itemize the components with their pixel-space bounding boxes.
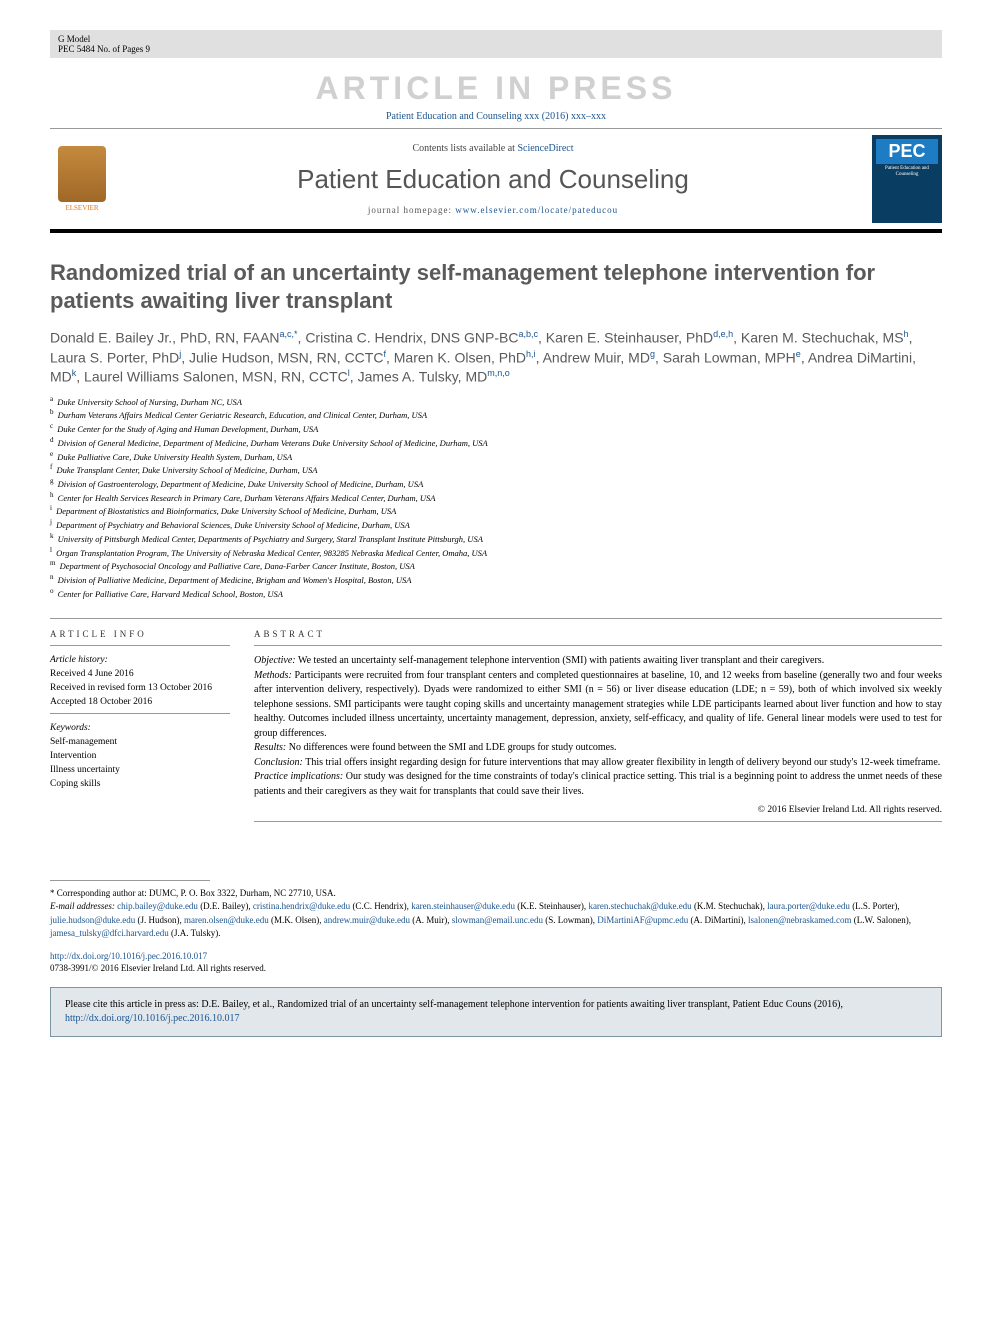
divider bbox=[50, 713, 230, 714]
email-link[interactable]: karen.steinhauser@duke.edu bbox=[411, 901, 515, 911]
publisher-name: ELSEVIER bbox=[65, 204, 98, 212]
keyword-item: Coping skills bbox=[50, 778, 230, 792]
affiliation-item: i Department of Biostatistics and Bioinf… bbox=[50, 504, 942, 518]
email-link[interactable]: jamesa_tulsky@dfci.harvard.edu bbox=[50, 928, 169, 938]
journal-cover-subtitle: Patient Education and Counseling bbox=[876, 166, 938, 177]
abstract-section: Methods: Participants were recruited fro… bbox=[254, 669, 942, 742]
affiliation-item: d Division of General Medicine, Departme… bbox=[50, 436, 942, 450]
corresponding-author-block: * Corresponding author at: DUMC, P. O. B… bbox=[50, 887, 942, 939]
abstract-section: Objective: We tested an uncertainty self… bbox=[254, 654, 942, 669]
keyword-item: Illness uncertainty bbox=[50, 764, 230, 778]
divider bbox=[50, 645, 230, 646]
cite-box-doi-link[interactable]: http://dx.doi.org/10.1016/j.pec.2016.10.… bbox=[65, 1013, 240, 1024]
issn-copyright-line: 0738-3991/© 2016 Elsevier Ireland Ltd. A… bbox=[50, 962, 942, 975]
keywords-list: Self-managementInterventionIllness uncer… bbox=[50, 736, 230, 791]
citation-banner: Patient Education and Counseling xxx (20… bbox=[50, 111, 942, 122]
doi-link[interactable]: http://dx.doi.org/10.1016/j.pec.2016.10.… bbox=[50, 951, 207, 961]
journal-header-box: ELSEVIER Contents lists available at Sci… bbox=[50, 128, 942, 233]
elsevier-tree-icon bbox=[58, 146, 106, 202]
journal-homepage-link[interactable]: www.elsevier.com/locate/pateducou bbox=[455, 205, 618, 215]
contents-lists-line: Contents lists available at ScienceDirec… bbox=[126, 143, 860, 154]
affiliation-item: l Organ Transplantation Program, The Uni… bbox=[50, 546, 942, 560]
elsevier-logo: ELSEVIER bbox=[50, 139, 114, 219]
affiliation-item: e Duke Palliative Care, Duke University … bbox=[50, 450, 942, 464]
affiliation-item: m Department of Psychosocial Oncology an… bbox=[50, 559, 942, 573]
doi-block: http://dx.doi.org/10.1016/j.pec.2016.10.… bbox=[50, 950, 942, 975]
model-ref: PEC 5484 No. of Pages 9 bbox=[58, 44, 934, 54]
email-link[interactable]: cristina.hendrix@duke.edu bbox=[253, 901, 350, 911]
affiliation-list: a Duke University School of Nursing, Dur… bbox=[50, 395, 942, 601]
cite-box-text: Please cite this article in press as: D.… bbox=[65, 999, 843, 1010]
email-link[interactable]: julie.hudson@duke.edu bbox=[50, 915, 135, 925]
affiliation-item: k University of Pittsburgh Medical Cente… bbox=[50, 532, 942, 546]
divider bbox=[254, 645, 942, 646]
affiliation-item: h Center for Health Services Research in… bbox=[50, 491, 942, 505]
journal-cover-abbrev: PEC bbox=[876, 139, 938, 164]
divider bbox=[254, 821, 942, 822]
article-info-heading: ARTICLE INFO bbox=[50, 629, 230, 639]
accepted-date: Accepted 18 October 2016 bbox=[50, 696, 230, 710]
corresponding-note: * Corresponding author at: DUMC, P. O. B… bbox=[50, 887, 942, 900]
history-label: Article history: bbox=[50, 654, 230, 668]
email-link[interactable]: lsalonen@nebraskamed.com bbox=[748, 915, 852, 925]
email-link[interactable]: maren.olsen@duke.edu bbox=[184, 915, 269, 925]
affiliation-item: n Division of Palliative Medicine, Depar… bbox=[50, 573, 942, 587]
journal-cover-thumbnail: PEC Patient Education and Counseling bbox=[872, 135, 942, 223]
email-link[interactable]: chip.bailey@duke.edu bbox=[117, 901, 198, 911]
affiliation-item: g Division of Gastroenterology, Departme… bbox=[50, 477, 942, 491]
affiliation-item: a Duke University School of Nursing, Dur… bbox=[50, 395, 942, 409]
affiliation-item: o Center for Palliative Care, Harvard Me… bbox=[50, 587, 942, 601]
article-in-press-watermark: ARTICLE IN PRESS bbox=[50, 70, 942, 107]
email-link[interactable]: DiMartiniAF@upmc.edu bbox=[597, 915, 688, 925]
keywords-label: Keywords: bbox=[50, 722, 230, 736]
revised-date: Received in revised form 13 October 2016 bbox=[50, 682, 230, 696]
abstract-copyright: © 2016 Elsevier Ireland Ltd. All rights … bbox=[254, 805, 942, 815]
cite-this-article-box: Please cite this article in press as: D.… bbox=[50, 987, 942, 1037]
model-header-bar: G Model PEC 5484 No. of Pages 9 bbox=[50, 30, 942, 58]
author-list: Donald E. Bailey Jr., PhD, RN, FAANa,c,*… bbox=[50, 328, 942, 387]
email-link[interactable]: slowman@email.unc.edu bbox=[452, 915, 543, 925]
journal-homepage-line: journal homepage: www.elsevier.com/locat… bbox=[126, 205, 860, 215]
keyword-item: Intervention bbox=[50, 750, 230, 764]
affiliation-item: c Duke Center for the Study of Aging and… bbox=[50, 422, 942, 436]
article-title: Randomized trial of an uncertainty self-… bbox=[50, 259, 942, 314]
email-addresses: E-mail addresses: chip.bailey@duke.edu (… bbox=[50, 900, 942, 939]
journal-name: Patient Education and Counseling bbox=[126, 164, 860, 195]
article-info-column: ARTICLE INFO Article history: Received 4… bbox=[50, 619, 230, 830]
email-link[interactable]: laura.porter@duke.edu bbox=[767, 901, 850, 911]
affiliation-item: b Durham Veterans Affairs Medical Center… bbox=[50, 408, 942, 422]
affiliation-item: f Duke Transplant Center, Duke Universit… bbox=[50, 463, 942, 477]
abstract-section: Results: No differences were found betwe… bbox=[254, 741, 942, 756]
affiliation-item: j Department of Psychiatry and Behaviora… bbox=[50, 518, 942, 532]
model-label: G Model bbox=[58, 34, 90, 44]
sciencedirect-link[interactable]: ScienceDirect bbox=[517, 143, 573, 154]
abstract-heading: ABSTRACT bbox=[254, 629, 942, 639]
abstract-section: Practice implications: Our study was des… bbox=[254, 770, 942, 799]
abstract-column: ABSTRACT Objective: We tested an uncerta… bbox=[254, 619, 942, 830]
footnote-separator bbox=[50, 880, 210, 881]
abstract-body: Objective: We tested an uncertainty self… bbox=[254, 654, 942, 799]
received-date: Received 4 June 2016 bbox=[50, 668, 230, 682]
keyword-item: Self-management bbox=[50, 736, 230, 750]
abstract-section: Conclusion: This trial offers insight re… bbox=[254, 756, 942, 771]
email-link[interactable]: karen.stechuchak@duke.edu bbox=[588, 901, 691, 911]
email-link[interactable]: andrew.muir@duke.edu bbox=[324, 915, 410, 925]
